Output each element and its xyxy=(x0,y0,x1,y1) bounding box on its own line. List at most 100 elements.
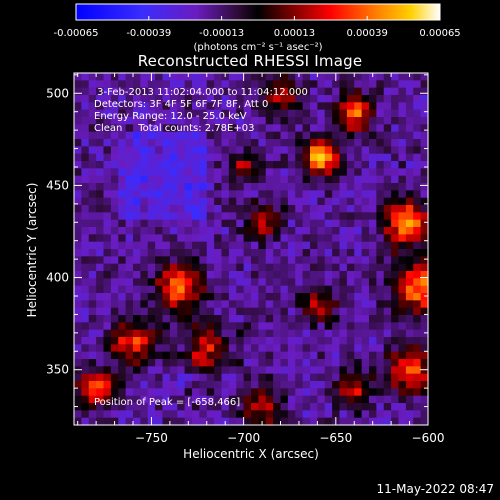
heatmap-cell xyxy=(383,417,392,426)
heatmap-cell xyxy=(339,80,348,89)
heatmap-cell xyxy=(184,102,193,111)
heatmap-cell xyxy=(332,197,341,206)
heatmap-cell xyxy=(118,102,127,111)
heatmap-cell xyxy=(88,300,97,309)
heatmap-cell xyxy=(228,249,237,257)
heatmap-cell xyxy=(206,293,215,301)
heatmap-cell xyxy=(265,403,274,411)
heatmap-cell xyxy=(236,73,245,81)
heatmap-cell xyxy=(361,205,370,213)
heatmap-cell xyxy=(391,307,400,316)
heatmap-cell xyxy=(228,219,237,228)
heatmap-cell xyxy=(103,285,112,294)
heatmap-cell xyxy=(155,337,164,345)
heatmap-cell xyxy=(332,205,341,213)
heatmap-cell xyxy=(287,190,296,199)
heatmap-cell xyxy=(295,271,304,279)
heatmap-cell xyxy=(228,241,237,250)
heatmap-cell xyxy=(258,117,267,125)
heatmap-cell xyxy=(361,212,370,221)
heatmap-cell xyxy=(405,249,414,257)
heatmap-cell xyxy=(96,168,105,177)
heatmap-cell xyxy=(206,153,215,162)
heatmap-cell xyxy=(199,417,208,426)
heatmap-cell xyxy=(140,153,149,162)
heatmap-cell xyxy=(324,351,333,360)
heatmap-cell xyxy=(369,139,377,147)
heatmap-cell xyxy=(228,139,237,147)
heatmap-cell xyxy=(413,212,422,221)
heatmap-cell xyxy=(184,403,193,411)
heatmap-cell xyxy=(420,256,429,265)
heatmap-cell xyxy=(280,234,289,243)
heatmap-cell xyxy=(339,73,348,81)
heatmap-cell xyxy=(354,344,363,353)
heatmap-cell xyxy=(383,388,392,397)
heatmap-cell xyxy=(295,183,304,191)
heatmap-cell xyxy=(339,175,348,184)
heatmap-cell xyxy=(228,124,237,133)
heatmap-cell xyxy=(332,168,341,177)
heatmap-cell xyxy=(361,278,370,287)
heatmap-cell xyxy=(383,322,392,331)
heatmap-cell xyxy=(398,102,407,111)
heatmap-cell xyxy=(310,293,318,301)
heatmap-cell xyxy=(199,249,208,257)
heatmap-cell xyxy=(147,87,156,96)
heatmap-cell xyxy=(405,241,414,250)
heatmap-cell xyxy=(206,359,215,367)
heatmap-cell xyxy=(420,271,429,279)
heatmap-cell xyxy=(332,337,341,345)
heatmap-cell xyxy=(103,109,112,118)
heatmap-cell xyxy=(258,219,267,228)
heatmap-cell xyxy=(155,410,164,419)
heatmap-cell xyxy=(310,227,318,235)
heatmap-cell xyxy=(265,395,274,404)
heatmap-cell xyxy=(103,175,112,184)
heatmap-cell xyxy=(74,95,82,103)
heatmap-cell xyxy=(206,241,215,250)
heatmap-cell xyxy=(310,351,318,360)
heatmap-cell xyxy=(280,80,289,89)
heatmap-cell xyxy=(339,124,348,133)
heatmap-cell xyxy=(177,153,186,162)
heatmap-cell xyxy=(310,337,318,345)
heatmap-cell xyxy=(317,366,326,375)
heatmap-cell xyxy=(265,146,274,155)
heatmap-cell xyxy=(155,271,164,279)
heatmap-cell xyxy=(81,285,90,294)
heatmap-cell xyxy=(169,278,178,287)
heatmap-cell xyxy=(169,307,178,316)
heatmap-cell xyxy=(420,329,429,338)
heatmap-cell xyxy=(221,263,230,272)
heatmap-cell xyxy=(125,373,134,382)
plot-frame xyxy=(73,72,429,426)
heatmap-cell xyxy=(413,249,422,257)
heatmap-cell xyxy=(339,146,348,155)
heatmap-cell xyxy=(420,359,429,367)
heatmap-cell xyxy=(405,212,414,221)
heatmap-cell xyxy=(339,109,348,118)
heatmap-cell xyxy=(228,337,237,345)
heatmap-cell xyxy=(81,403,90,411)
heatmap-cell xyxy=(192,153,200,162)
heatmap-cell xyxy=(184,344,193,353)
heatmap-cell xyxy=(133,263,141,272)
heatmap-cell xyxy=(251,410,259,419)
heatmap-cell xyxy=(361,293,370,301)
heatmap-cell xyxy=(96,146,105,155)
heatmap-cell xyxy=(258,307,267,316)
heatmap-cell xyxy=(302,227,311,235)
heatmap-cell xyxy=(273,183,282,191)
heatmap-cell xyxy=(265,322,274,331)
heatmap-cell xyxy=(398,109,407,118)
heatmap-cell xyxy=(361,168,370,177)
heatmap-cell xyxy=(317,359,326,367)
heatmap-cell xyxy=(420,417,429,426)
heatmap-cell xyxy=(206,183,215,191)
heatmap-cell xyxy=(103,87,112,96)
heatmap-cell xyxy=(206,124,215,133)
heatmap-cell xyxy=(310,271,318,279)
heatmap-cell xyxy=(206,271,215,279)
heatmap-cell xyxy=(251,388,259,397)
